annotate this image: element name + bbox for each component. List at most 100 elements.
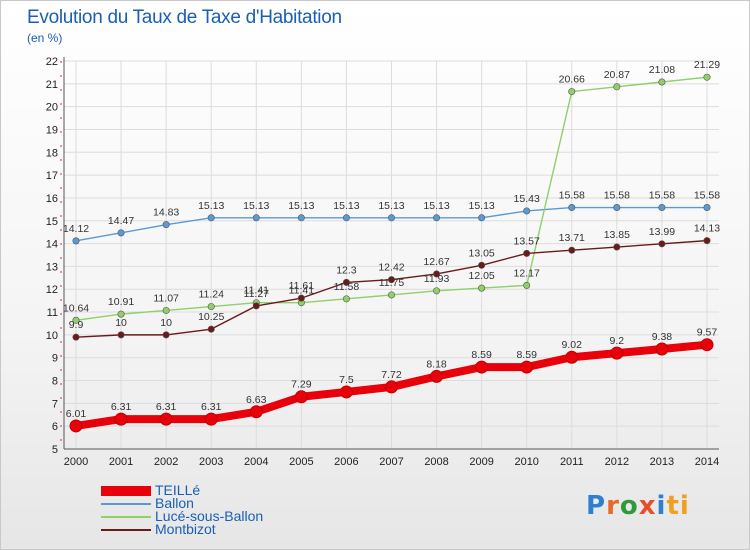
series-point-0 [114, 412, 128, 426]
logo-letter: i [656, 491, 667, 521]
data-label-3: 12.42 [378, 262, 404, 274]
data-label-3: 12.3 [336, 264, 357, 276]
x-tick-label: 2004 [244, 456, 268, 468]
series-point-3 [478, 261, 486, 269]
x-tick-label: 2012 [605, 456, 629, 468]
y-tick-label: 9 [52, 353, 58, 365]
data-label-2: 12.17 [514, 267, 540, 279]
legend-swatch [101, 528, 151, 531]
series-point-0 [655, 342, 669, 356]
y-tick-label: 20 [46, 102, 58, 114]
data-label-1: 15.58 [559, 190, 585, 202]
data-label-0: 8.59 [516, 349, 537, 361]
data-label-3: 13.99 [649, 226, 675, 238]
series-point-1 [658, 204, 666, 212]
data-label-3: 13.05 [468, 247, 494, 259]
x-tick-label: 2007 [379, 456, 403, 468]
logo-letter: P [586, 491, 607, 521]
series-point-0 [294, 390, 308, 404]
y-tick-label: 22 [46, 56, 58, 68]
data-label-0: 8.59 [471, 349, 492, 361]
data-label-1: 14.47 [108, 215, 134, 227]
series-point-0 [249, 405, 263, 419]
data-label-3: 10.25 [198, 311, 224, 323]
series-point-3 [387, 276, 395, 284]
data-label-0: 7.29 [291, 379, 312, 391]
series-point-3 [433, 270, 441, 278]
series-point-0 [69, 419, 83, 433]
data-label-1: 15.13 [288, 200, 314, 212]
y-tick-label: 18 [46, 147, 58, 159]
x-tick-label: 2001 [109, 456, 133, 468]
data-label-1: 15.43 [514, 193, 540, 205]
logo-letter: x [638, 491, 657, 521]
data-label-0: 9.02 [562, 339, 583, 351]
data-label-2: 11.24 [198, 289, 224, 301]
data-label-0: 6.63 [246, 394, 267, 406]
series-point-3 [613, 243, 621, 251]
data-label-2: 21.08 [649, 64, 675, 76]
y-tick-label: 10 [46, 330, 58, 342]
data-label-1: 15.58 [649, 190, 675, 202]
data-label-0: 9.2 [610, 335, 625, 347]
data-label-2: 20.87 [604, 69, 630, 81]
y-tick-label: 11 [47, 307, 58, 319]
legend-item: Lucé-sous-Ballon [101, 509, 263, 523]
legend-item: Ballon [101, 496, 263, 510]
series-point-0 [204, 412, 218, 426]
legend-label: Montbizot [155, 521, 216, 537]
series-point-3 [162, 331, 170, 339]
series-point-2 [568, 88, 576, 96]
series-point-0 [475, 360, 489, 374]
logo-letter: ti [666, 491, 690, 521]
data-label-1: 15.13 [423, 200, 449, 212]
y-tick-label: 7 [52, 398, 58, 410]
legend-swatch [101, 515, 151, 518]
x-tick-label: 2006 [334, 456, 358, 468]
series-point-3 [523, 249, 531, 257]
series-point-2 [478, 284, 486, 292]
series-point-1 [523, 207, 531, 215]
y-tick-label: 13 [46, 261, 58, 273]
series-point-0 [159, 412, 173, 426]
y-tick-label: 17 [46, 170, 58, 182]
series-point-2 [72, 316, 80, 324]
series-point-3 [342, 278, 350, 286]
x-tick-label: 2000 [64, 456, 88, 468]
x-tick-label: 2005 [289, 456, 313, 468]
series-point-2 [703, 73, 711, 81]
data-label-3: 14.13 [694, 223, 720, 235]
chart-title: Evolution du Taux de Taxe d'Habitation [27, 7, 342, 28]
data-label-1: 15.58 [604, 190, 630, 202]
data-label-2: 11.93 [424, 273, 450, 285]
series-point-2 [162, 306, 170, 314]
data-label-2: 11.41 [244, 285, 270, 297]
proxiti-logo: Proxiti [586, 491, 690, 521]
data-label-0: 9.38 [652, 331, 673, 343]
x-tick-label: 2013 [650, 456, 674, 468]
series-point-2 [658, 78, 666, 86]
series-point-2 [117, 310, 125, 318]
series-point-3 [207, 325, 215, 333]
x-tick-label: 2010 [514, 456, 538, 468]
data-label-1: 15.13 [468, 200, 494, 212]
series-point-1 [703, 204, 711, 212]
data-label-3: 11.27 [244, 288, 270, 300]
series-point-1 [297, 214, 305, 222]
logo-letter: o [619, 491, 639, 521]
data-label-3: 10 [115, 317, 127, 329]
data-label-2: 11.58 [334, 281, 360, 293]
series-point-2 [207, 303, 215, 311]
x-tick-label: 2014 [695, 456, 719, 468]
series-point-0 [430, 369, 444, 383]
x-tick-label: 2011 [560, 456, 584, 468]
data-label-1: 14.83 [153, 207, 179, 219]
data-label-2: 10.64 [63, 302, 89, 314]
data-label-2: 20.66 [559, 74, 585, 86]
series-point-1 [162, 221, 170, 229]
legend-swatch [101, 485, 151, 496]
data-label-2: 12.05 [468, 270, 494, 282]
series-point-3 [658, 240, 666, 248]
